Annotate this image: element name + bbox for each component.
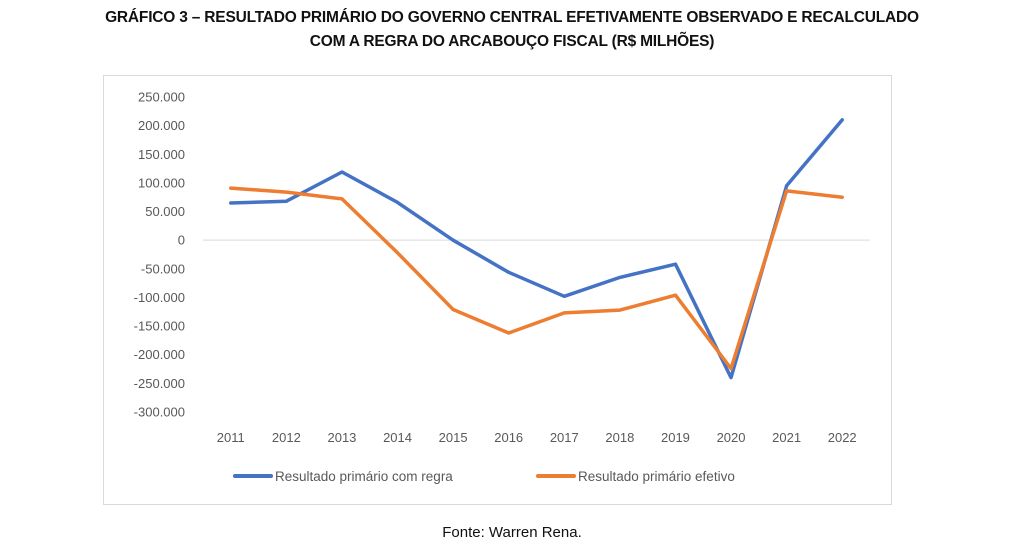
data-point (396, 200, 400, 204)
x-tick-label: 2013 (327, 430, 356, 445)
data-point (507, 331, 511, 335)
data-point (284, 199, 288, 203)
x-tick-label: 2016 (494, 430, 523, 445)
x-tick-label: 2022 (828, 430, 857, 445)
y-tick-label: -50.000 (141, 261, 185, 276)
y-tick-label: 150.000 (138, 147, 185, 162)
x-tick-label: 2020 (717, 430, 746, 445)
data-point (284, 190, 288, 194)
data-point (396, 251, 400, 255)
data-point (729, 366, 733, 370)
data-point (451, 238, 455, 242)
data-point (618, 275, 622, 279)
chart-title: GRÁFICO 3 – RESULTADO PRIMÁRIO DO GOVERN… (0, 6, 1024, 54)
data-point (785, 189, 789, 193)
data-point (840, 118, 844, 122)
legend-item-com-regra: Resultado primário com regra (233, 466, 453, 486)
y-tick-label: 50.000 (145, 204, 185, 219)
legend-swatch-com-regra (233, 474, 273, 478)
data-point (340, 170, 344, 174)
series-group (229, 118, 844, 380)
y-tick-label: -300.000 (134, 405, 185, 420)
data-point (562, 294, 566, 298)
series-line-efetivo (229, 186, 844, 371)
y-tick-label: -150.000 (134, 319, 185, 334)
data-point (840, 195, 844, 199)
data-point (562, 311, 566, 315)
data-point (673, 262, 677, 266)
data-point (507, 270, 511, 274)
legend-label-com-regra: Resultado primário com regra (275, 468, 453, 484)
y-tick-label: 200.000 (138, 118, 185, 133)
chart-title-line-1: GRÁFICO 3 – RESULTADO PRIMÁRIO DO GOVERN… (105, 9, 919, 26)
legend-label-efetivo: Resultado primário efetivo (578, 468, 735, 484)
y-tick-label: 100.000 (138, 175, 185, 190)
x-tick-label: 2012 (272, 430, 301, 445)
x-tick-label: 2014 (383, 430, 412, 445)
legend-swatch-efetivo (536, 474, 576, 478)
data-point (729, 376, 733, 380)
y-tick-label: 0 (178, 233, 185, 248)
legend-item-efetivo: Resultado primário efetivo (536, 466, 735, 486)
y-tick-label: 250.000 (138, 90, 185, 105)
chart-title-line-2: COM A REGRA DO ARCABOUÇO FISCAL (R$ MILH… (309, 33, 715, 50)
series-line-com-regra (229, 118, 844, 380)
x-tick-label: 2021 (772, 430, 801, 445)
data-point (229, 201, 233, 205)
chart-frame (103, 75, 892, 505)
x-axis: 2011 2012 2013 2014 2015 2016 2017 2018 2019 2020… (217, 430, 857, 445)
x-tick-label: 2015 (439, 430, 468, 445)
y-tick-label: -100.000 (134, 290, 185, 305)
x-tick-label: 2019 (661, 430, 690, 445)
data-point (618, 308, 622, 312)
data-point (229, 186, 233, 190)
data-point (451, 307, 455, 311)
x-tick-label: 2011 (217, 430, 245, 445)
x-tick-label: 2017 (550, 430, 579, 445)
y-axis: 250.000 200.000 150.000 100.000 50.000 0 -50.0… (134, 90, 185, 420)
source-note: Fonte: Warren Rena. (442, 524, 582, 541)
data-point (673, 293, 677, 297)
data-point (785, 184, 789, 188)
y-tick-label: -200.000 (134, 347, 185, 362)
legend: Resultado primário com regra Resultado p… (0, 466, 1024, 486)
y-tick-label: -250.000 (134, 376, 185, 391)
x-tick-label: 2018 (605, 430, 634, 445)
data-point (340, 197, 344, 201)
